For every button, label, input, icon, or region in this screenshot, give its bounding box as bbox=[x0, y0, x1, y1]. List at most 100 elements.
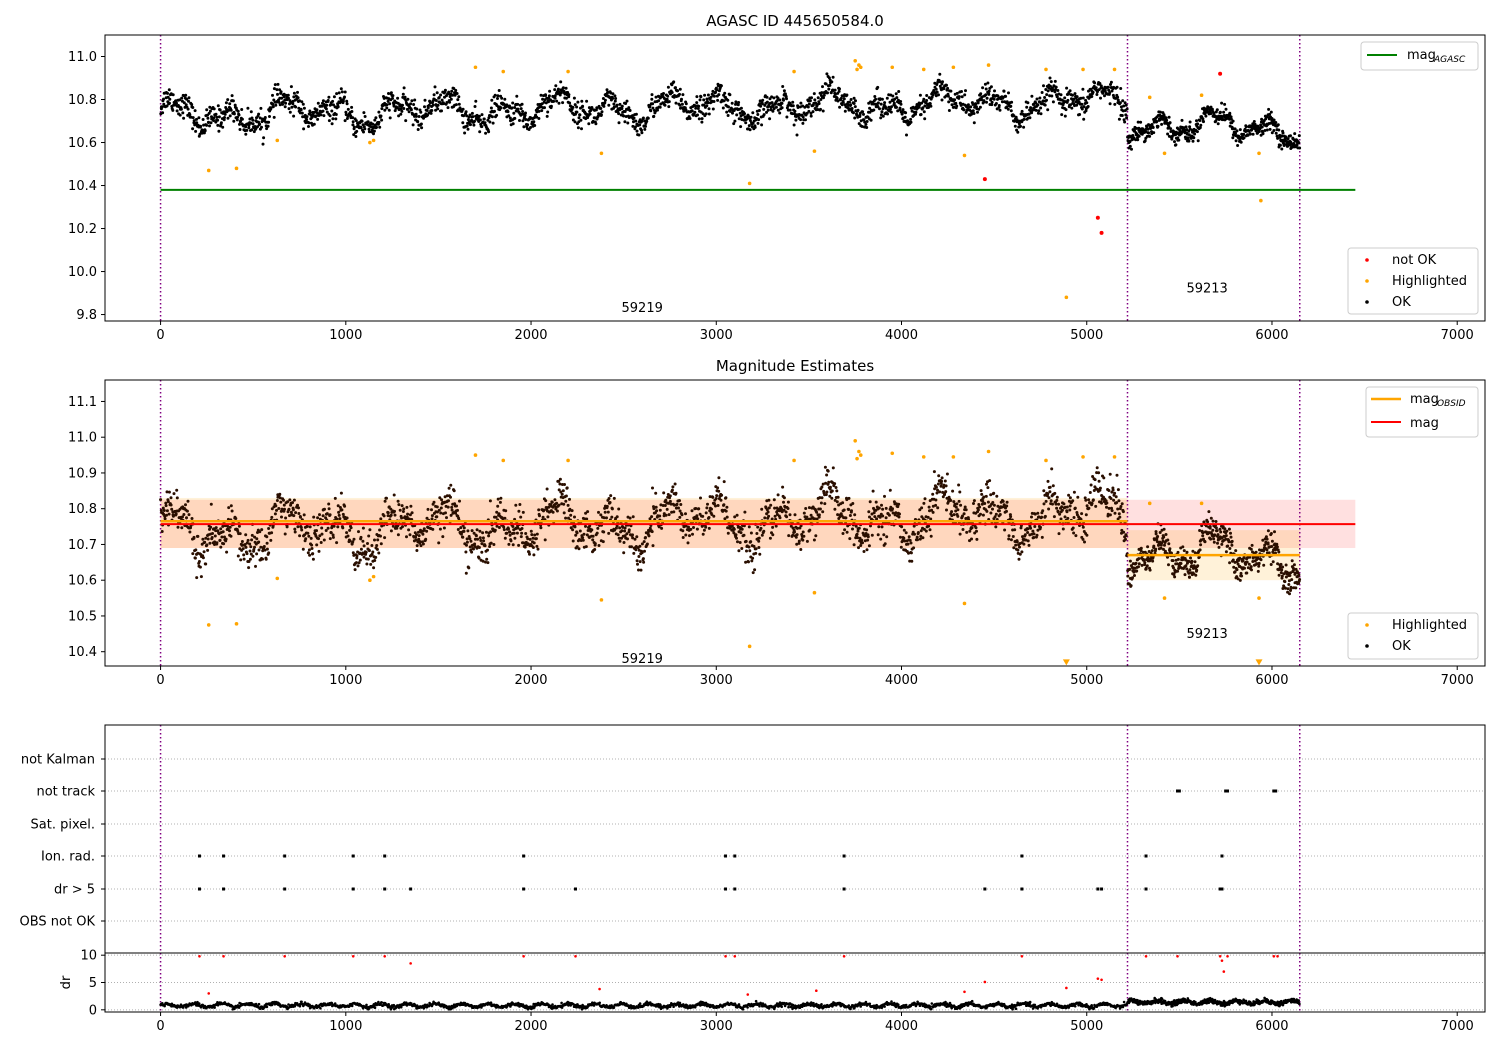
ok-point bbox=[1277, 128, 1281, 132]
ok-point bbox=[854, 99, 857, 103]
ok-point bbox=[331, 535, 335, 539]
ok-point bbox=[868, 500, 872, 504]
ok-point bbox=[848, 100, 851, 104]
ok-point bbox=[172, 492, 176, 496]
ok-point bbox=[895, 105, 898, 109]
ok-point bbox=[1054, 502, 1058, 506]
ok-point bbox=[736, 103, 740, 107]
ok-point bbox=[289, 85, 293, 89]
ok-point bbox=[691, 532, 694, 536]
ok-point bbox=[420, 126, 424, 130]
ok-point bbox=[811, 110, 815, 114]
ok-point bbox=[1022, 542, 1026, 546]
ok-point bbox=[383, 536, 387, 540]
ok-point bbox=[969, 105, 973, 109]
ok-point bbox=[364, 550, 368, 554]
ok-point bbox=[898, 106, 902, 110]
ok-point bbox=[865, 120, 869, 123]
ok-point bbox=[437, 541, 441, 545]
ok-point bbox=[725, 515, 729, 519]
ok-point bbox=[879, 537, 883, 541]
ok-point bbox=[414, 114, 418, 118]
ok-point bbox=[802, 511, 806, 515]
ok-point bbox=[506, 110, 510, 114]
ok-point bbox=[678, 92, 681, 96]
ok-point bbox=[1048, 76, 1052, 80]
ok-point bbox=[1108, 102, 1112, 106]
ok-point bbox=[678, 87, 682, 91]
ok-point bbox=[1027, 543, 1031, 547]
ok-point bbox=[700, 117, 704, 121]
ok-point bbox=[795, 533, 799, 537]
ok-point bbox=[862, 550, 866, 553]
ok-point bbox=[970, 537, 973, 541]
ok-point bbox=[836, 495, 840, 499]
ok-point bbox=[159, 498, 163, 502]
ok-point bbox=[538, 514, 541, 518]
ok-point bbox=[983, 502, 987, 505]
ok-point bbox=[185, 509, 189, 513]
ok-point bbox=[440, 498, 444, 502]
ok-point bbox=[960, 90, 963, 93]
ok-point bbox=[797, 539, 801, 543]
ok-point bbox=[660, 526, 664, 530]
ok-point bbox=[596, 526, 600, 530]
ok-point bbox=[495, 113, 499, 117]
ok-point bbox=[994, 102, 998, 105]
ok-point bbox=[546, 110, 550, 114]
ok-point bbox=[1116, 507, 1120, 511]
ok-point bbox=[755, 532, 759, 535]
ok-point bbox=[445, 516, 448, 520]
ok-point bbox=[978, 505, 982, 509]
ok-point bbox=[471, 115, 475, 119]
ok-point bbox=[603, 510, 607, 514]
ok-point bbox=[607, 531, 611, 535]
ok-point bbox=[209, 525, 213, 529]
ok-point bbox=[454, 103, 458, 107]
ok-point bbox=[1015, 540, 1019, 544]
ok-point bbox=[668, 494, 672, 498]
ok-point bbox=[503, 97, 507, 101]
ok-point bbox=[863, 120, 867, 124]
ok-point bbox=[190, 517, 194, 520]
ok-point bbox=[297, 512, 301, 515]
ok-point bbox=[1028, 116, 1032, 120]
ok-point bbox=[573, 515, 576, 519]
ok-point bbox=[307, 534, 311, 538]
ok-point bbox=[301, 547, 305, 551]
ok-point bbox=[300, 528, 304, 532]
ok-point bbox=[246, 538, 250, 542]
ok-point bbox=[638, 123, 642, 127]
ok-point bbox=[223, 112, 227, 116]
ok-point bbox=[430, 517, 434, 521]
ok-point bbox=[307, 548, 311, 552]
ok-point bbox=[312, 515, 316, 519]
ok-point bbox=[326, 526, 330, 530]
ok-point bbox=[1199, 123, 1203, 127]
ok-point bbox=[888, 488, 892, 492]
ok-point bbox=[1068, 508, 1072, 512]
ok-point bbox=[542, 508, 546, 512]
ok-point bbox=[1060, 508, 1064, 512]
ok-point bbox=[410, 511, 414, 515]
ok-point bbox=[997, 509, 1001, 513]
ok-point bbox=[982, 495, 986, 499]
ok-point bbox=[464, 571, 468, 575]
ok-point bbox=[909, 120, 913, 124]
highlighted-point bbox=[858, 65, 863, 70]
ok-point bbox=[1109, 80, 1113, 84]
ok-point bbox=[785, 97, 788, 101]
not-ok-point bbox=[1218, 71, 1223, 76]
ok-point bbox=[217, 115, 221, 119]
ok-point bbox=[918, 93, 922, 97]
ok-point bbox=[350, 110, 354, 113]
ok-point bbox=[446, 106, 450, 110]
ok-point bbox=[581, 536, 585, 540]
ok-point bbox=[799, 118, 803, 122]
ok-point bbox=[494, 515, 498, 519]
ok-point bbox=[727, 105, 730, 109]
ok-point bbox=[291, 501, 294, 505]
ok-point bbox=[906, 542, 910, 546]
ok-point bbox=[346, 107, 350, 111]
ok-point bbox=[808, 528, 812, 532]
